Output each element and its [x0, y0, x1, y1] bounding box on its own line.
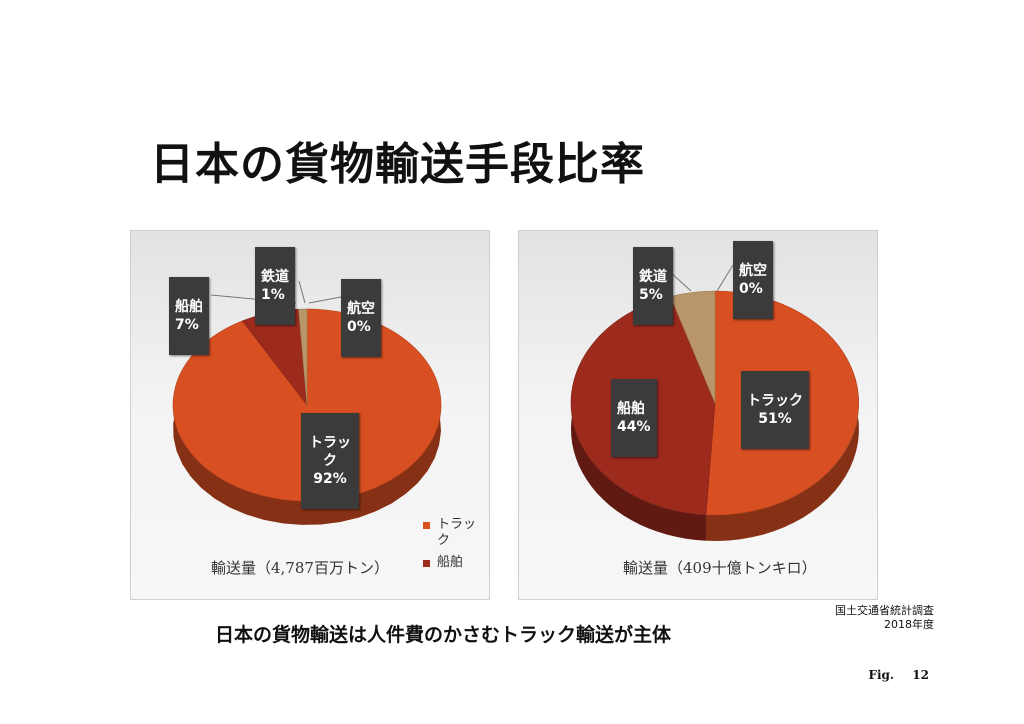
chart-caption: 輸送量（4,787百万トン）: [211, 559, 389, 577]
legend-label: トラック: [437, 517, 477, 548]
pie-label-ship: 船舶 7%: [169, 277, 209, 355]
legend-swatch: [423, 522, 430, 529]
page-footer: Fig. 12: [854, 668, 929, 682]
chart-caption: 輸送量（409十億トンキロ）: [623, 559, 817, 577]
pie-label-rail: 鉄道 1%: [255, 247, 295, 325]
slide-subtitle: 日本の貨物輸送は人件費のかさむトラック輸送が主体: [215, 624, 672, 646]
source-line: 国土交通省統計調査: [835, 604, 934, 617]
pie-label-rail: 鉄道 5%: [633, 247, 673, 325]
pie-chart-ton-km-svg: [570, 264, 859, 541]
pie-label-air: 航空 0%: [733, 241, 773, 319]
legend-item-truck: トラック: [423, 517, 479, 549]
source-note: 国土交通省統計調査 2018年度: [835, 604, 934, 632]
page-number: 12: [912, 668, 929, 682]
legend-label: 船舶: [437, 555, 464, 570]
leader-line: [298, 280, 306, 304]
source-line: 2018年度: [884, 618, 934, 631]
legend-item-ship: 船舶: [423, 555, 479, 571]
leader-line: [308, 296, 342, 304]
pie-chart-ton-km: 鉄道 5% 航空 0% 船舶 44% トラック 51% 輸送量（409十億トンキ…: [518, 230, 878, 600]
chart-legend: トラック 船舶: [423, 517, 479, 571]
pie-label-truck: トラック 92%: [301, 413, 359, 509]
leader-line: [716, 264, 734, 292]
legend-swatch: [423, 560, 430, 567]
pie-slice-鉄道: [298, 308, 308, 406]
footer-label: Fig.: [868, 668, 895, 682]
pie-label-ship: 船舶 44%: [611, 379, 657, 457]
pie-side-船舶: [571, 296, 706, 541]
pie-label-air: 航空 0%: [341, 279, 381, 357]
pie-chart-tonnage: 船舶 7% 鉄道 1% 航空 0% トラック 92% 輸送量（4,787百万トン…: [130, 230, 490, 600]
pie-label-truck: トラック 51%: [741, 371, 809, 449]
page-title: 日本の貨物輸送手段比率: [150, 139, 645, 190]
